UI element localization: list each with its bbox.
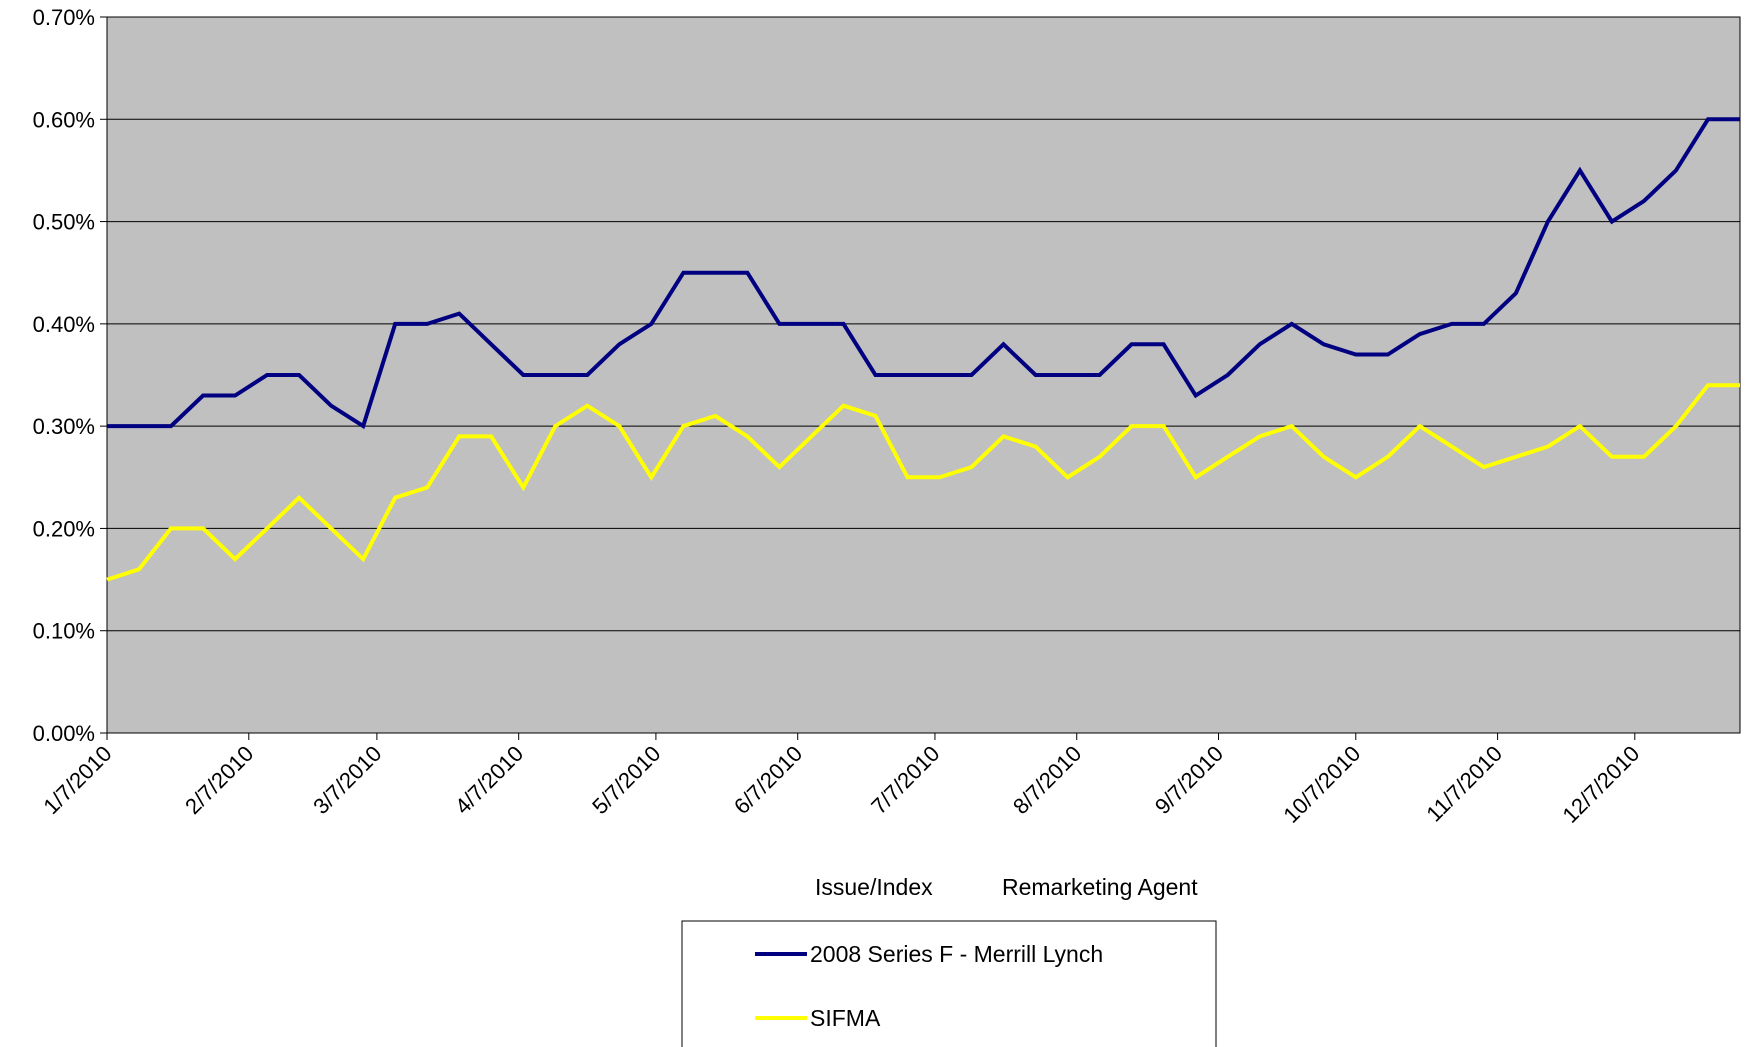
legend-box xyxy=(681,920,1217,1047)
y-tick-label: 0.00% xyxy=(33,721,95,746)
x-tick-label: 1/7/2010 xyxy=(38,741,116,819)
y-tick-label: 0.30% xyxy=(33,414,95,439)
series-line-sifma xyxy=(106,383,1740,582)
x-tick-label: 9/7/2010 xyxy=(1150,741,1228,819)
y-tick-label: 0.50% xyxy=(33,210,95,235)
x-tick-label: 3/7/2010 xyxy=(308,741,386,819)
series-lines xyxy=(106,117,1740,582)
x-tick-label: 2/7/2010 xyxy=(180,741,258,819)
x-tick-label: 7/7/2010 xyxy=(866,741,944,819)
y-tick-label: 0.60% xyxy=(33,107,95,132)
x-tick-label: 12/7/2010 xyxy=(1557,741,1644,828)
x-tick-label: 6/7/2010 xyxy=(729,741,807,819)
legend-label-merrill-lynch: 2008 Series F - Merrill Lynch xyxy=(810,941,1103,967)
x-axis: 1/7/2010 2/7/2010 3/7/2010 4/7/2010 5/7/2010… xyxy=(38,733,1644,828)
x-axis-label-issue-index: Issue/Index xyxy=(815,874,933,900)
y-tick-label: 0.40% xyxy=(33,312,95,337)
y-tick-label: 0.10% xyxy=(33,619,95,644)
series-line-merrill-lynch xyxy=(107,117,1740,430)
y-tick-label: 0.20% xyxy=(33,516,95,541)
x-tick-label: 5/7/2010 xyxy=(587,741,665,819)
legend-label-sifma: SIFMA xyxy=(810,1005,881,1031)
x-axis-label-remarketing-agent: Remarketing Agent xyxy=(1002,874,1198,900)
x-tick-label: 10/7/2010 xyxy=(1278,741,1365,828)
y-tick-label: 0.70% xyxy=(33,5,95,30)
x-tick-label: 4/7/2010 xyxy=(450,741,528,819)
x-tick-label: 11/7/2010 xyxy=(1421,741,1507,827)
y-axis: 0.00% 0.10% 0.20% 0.30% 0.40% 0.50% 0.60% 0.70% xyxy=(33,5,107,746)
x-tick-label: 8/7/2010 xyxy=(1008,741,1086,819)
legend: 2008 Series F - Merrill Lynch SIFMA xyxy=(681,920,1217,1047)
